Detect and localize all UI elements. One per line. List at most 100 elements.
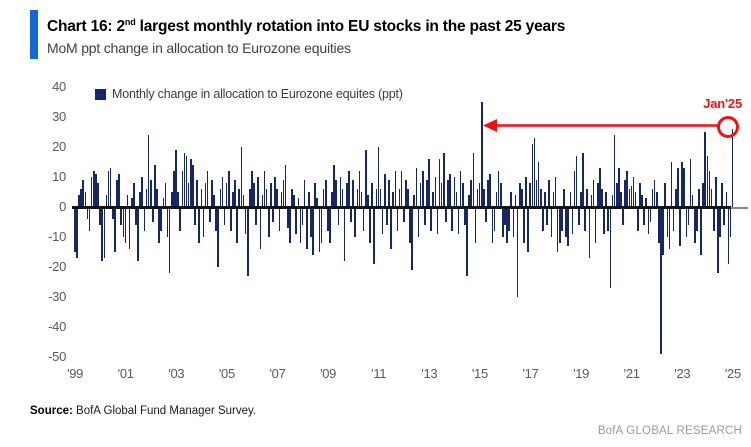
bar-month-231 <box>561 207 563 231</box>
bar-month-82 <box>246 207 249 276</box>
bar-month-128 <box>343 207 346 261</box>
bar-month-233 <box>565 207 567 237</box>
bar-month-171 <box>434 177 437 207</box>
bar-month-245 <box>590 195 593 207</box>
bar-month-112 <box>310 207 312 237</box>
bar-month-137 <box>362 207 365 231</box>
bar-month-55 <box>189 159 192 207</box>
bar-month-21 <box>118 174 120 207</box>
bar-month-277 <box>658 207 660 243</box>
bar-month-177 <box>447 180 449 207</box>
bar-month-188 <box>470 180 472 207</box>
bar-month-10 <box>95 174 97 207</box>
bar-month-310 <box>727 207 730 264</box>
bar-month-218 <box>533 138 536 207</box>
bar-month-164 <box>419 183 422 207</box>
bar-month-267 <box>637 207 639 231</box>
bar-month-49 <box>177 192 179 207</box>
bar-month-59 <box>198 207 200 243</box>
chart-title-rest: largest monthly rotation into EU stocks … <box>135 18 566 36</box>
bar-month-147 <box>383 174 386 207</box>
bar-month-145 <box>379 189 382 207</box>
bar-month-291 <box>687 207 690 225</box>
bar-month-293 <box>691 195 694 207</box>
bar-month-25 <box>126 195 129 207</box>
x-tick-label: '25 <box>724 366 741 381</box>
bar-month-26 <box>128 207 131 249</box>
bar-month-259 <box>620 192 622 207</box>
bar-month-123 <box>333 165 335 207</box>
bar-month-294 <box>693 207 696 243</box>
bar-month-142 <box>373 207 375 264</box>
x-axis-tick-labels: '99 '01 '03 '05 '07 '09 '11 '13 '15 '17 '19 '21 '23 '… <box>67 366 741 382</box>
bar-month-157 <box>405 180 407 207</box>
bar-month-192 <box>478 183 481 207</box>
bar-month-210 <box>516 207 519 297</box>
x-tick-label: '99 <box>67 366 84 381</box>
bar-month-36 <box>149 180 152 207</box>
bar-month-5 <box>84 192 87 207</box>
bar-month-114 <box>314 183 316 207</box>
bar-month-44 <box>166 207 169 237</box>
bar-month-96 <box>276 189 279 207</box>
bar-month-212 <box>521 189 523 207</box>
bar-month-113 <box>312 207 314 255</box>
bar-month-252 <box>605 192 607 207</box>
bar-month-68 <box>217 207 219 267</box>
bar-month-116 <box>318 207 321 252</box>
bar-month-161 <box>413 195 416 207</box>
y-tick-label: 20 <box>52 139 66 154</box>
x-tick-label: '21 <box>623 366 640 381</box>
bar-month-202 <box>499 183 502 207</box>
legend: Monthly change in allocation to Eurozone… <box>95 87 403 101</box>
bar-month-181 <box>455 192 458 207</box>
bar-month-76 <box>234 180 236 207</box>
bar-month-251 <box>603 207 605 234</box>
bar-month-173 <box>438 159 441 207</box>
bar-month-249 <box>599 168 601 207</box>
bar-month-158 <box>407 189 409 207</box>
bar-month-48 <box>175 150 177 207</box>
bar-month-270 <box>643 207 645 225</box>
x-tick-label: '09 <box>320 366 337 381</box>
bar-month-288 <box>681 162 683 207</box>
bar-month-156 <box>402 207 405 222</box>
bar-month-287 <box>679 207 681 246</box>
bar-month-83 <box>249 189 251 207</box>
bar-month-27 <box>130 198 133 207</box>
bar-month-223 <box>544 192 546 207</box>
bar-month-271 <box>645 198 648 207</box>
bar-month-47 <box>173 171 175 207</box>
bar-month-41 <box>160 207 163 231</box>
bar-month-312 <box>731 129 734 207</box>
bar-month-73 <box>227 171 230 207</box>
bar-month-141 <box>371 183 373 207</box>
annotation-jan25-label: Jan'25 <box>703 96 742 111</box>
bar-month-108 <box>301 207 304 225</box>
bar-month-163 <box>417 207 420 237</box>
bar-month-12 <box>99 207 101 225</box>
bar-month-184 <box>461 183 464 207</box>
bar-month-183 <box>459 171 462 207</box>
x-tick-label: '15 <box>471 366 488 381</box>
bar-month-205 <box>506 207 508 243</box>
bar-month-221 <box>540 189 542 207</box>
bar-month-303 <box>712 207 715 231</box>
bar-month-299 <box>704 132 707 207</box>
bar-month-119 <box>324 180 327 207</box>
legend-swatch-icon <box>95 88 106 100</box>
bar-month-194 <box>483 189 485 207</box>
bar-month-75 <box>232 192 234 207</box>
x-tick-label: '19 <box>573 366 590 381</box>
bar-month-71 <box>223 207 226 225</box>
bar-month-211 <box>518 183 521 207</box>
bar-month-11 <box>97 183 99 207</box>
bar-month-120 <box>327 207 329 231</box>
bar-month-39 <box>156 189 158 207</box>
bar-month-276 <box>655 192 658 207</box>
bar-month-311 <box>729 207 732 237</box>
bar-month-307 <box>721 183 723 207</box>
bar-month-239 <box>577 207 580 225</box>
bar-month-87 <box>257 177 260 207</box>
bar-month-296 <box>698 189 700 207</box>
